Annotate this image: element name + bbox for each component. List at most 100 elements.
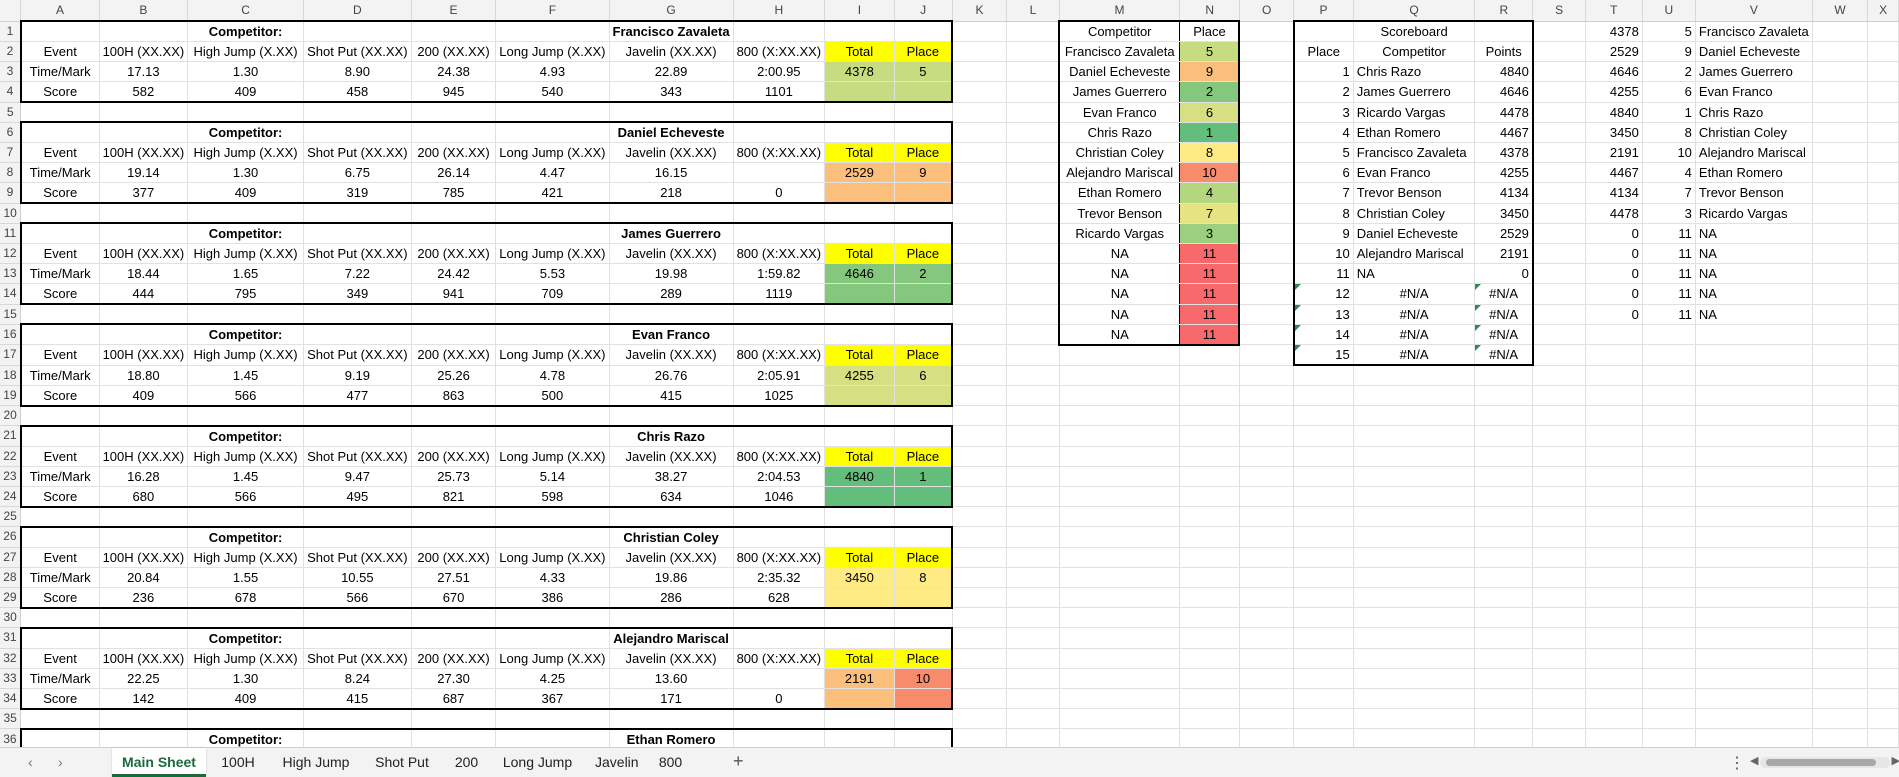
cell-q4[interactable]: James Guerrero [1353, 81, 1476, 103]
cell-s10[interactable] [1532, 203, 1586, 224]
cell-e13[interactable]: 24.42 [411, 263, 497, 284]
cell-a8[interactable]: Time/Mark [19, 162, 100, 183]
cell-b22[interactable]: 100H (XX.XX) [99, 446, 189, 467]
cell-q19[interactable] [1353, 385, 1476, 406]
cell-i13[interactable]: 4646 [824, 263, 895, 284]
cell-f15[interactable] [495, 304, 610, 325]
cell-b11[interactable] [99, 222, 189, 244]
row-header[interactable]: 34 [0, 688, 22, 709]
cell-r2[interactable]: Points [1474, 41, 1534, 62]
cell-r20[interactable] [1474, 405, 1534, 426]
cell-o24[interactable] [1239, 486, 1295, 507]
cell-u30[interactable] [1642, 607, 1696, 628]
cell-l13[interactable] [1006, 263, 1060, 284]
cell-t9[interactable]: 4134 [1585, 182, 1643, 204]
cell-b14[interactable]: 444 [99, 283, 189, 305]
cell-v18[interactable] [1695, 365, 1813, 386]
cell-b4[interactable]: 582 [99, 81, 189, 103]
cell-n13[interactable]: 11 [1179, 263, 1241, 284]
cell-u2[interactable]: 9 [1642, 41, 1696, 62]
cell-p21[interactable] [1293, 425, 1354, 447]
cell-e24[interactable]: 821 [411, 486, 497, 508]
cell-d18[interactable]: 9.19 [303, 365, 412, 386]
cell-u6[interactable]: 8 [1642, 122, 1696, 143]
cell-s26[interactable] [1532, 526, 1586, 548]
cell-k6[interactable] [952, 122, 1008, 143]
cell-j5[interactable] [894, 102, 953, 123]
cell-f31[interactable] [495, 626, 610, 649]
cell-h35[interactable] [733, 708, 826, 729]
cell-w32[interactable] [1812, 648, 1869, 669]
cell-t13[interactable]: 0 [1585, 263, 1643, 284]
cell-i12[interactable]: Total [824, 243, 895, 264]
cell-p13[interactable]: 11 [1292, 263, 1354, 284]
cell-w11[interactable] [1812, 223, 1869, 244]
cell-n9[interactable]: 4 [1179, 182, 1241, 204]
cell-k13[interactable] [952, 263, 1008, 284]
cell-n24[interactable] [1179, 486, 1240, 507]
cell-t11[interactable]: 0 [1585, 223, 1643, 244]
cell-r10[interactable]: 3450 [1474, 202, 1534, 224]
cell-c9[interactable]: 409 [187, 182, 304, 204]
cell-o19[interactable] [1239, 385, 1295, 406]
cell-a23[interactable]: Time/Mark [19, 466, 100, 487]
cell-r25[interactable] [1474, 506, 1534, 527]
cell-k7[interactable] [952, 142, 1008, 163]
cell-f22[interactable]: Long Jump (X.XX) [495, 446, 610, 467]
cell-i21[interactable] [824, 424, 895, 447]
cell-g8[interactable]: 16.15 [609, 162, 734, 183]
cell-f18[interactable]: 4.78 [495, 365, 610, 386]
cell-d36[interactable] [303, 727, 412, 747]
cell-k22[interactable] [952, 446, 1008, 467]
row-header[interactable]: 3 [0, 61, 22, 82]
cell-q6[interactable]: Ethan Romero [1353, 121, 1476, 143]
cell-l30[interactable] [1006, 607, 1060, 628]
cell-o15[interactable] [1239, 304, 1295, 325]
cell-t31[interactable] [1585, 627, 1643, 649]
cell-g34[interactable]: 171 [609, 688, 734, 710]
cell-a34[interactable]: Score [19, 688, 100, 710]
cell-q10[interactable]: Christian Coley [1353, 202, 1476, 224]
cell-m11[interactable]: Ricardo Vargas [1058, 223, 1181, 244]
cell-r30[interactable] [1474, 607, 1534, 628]
column-header-n[interactable]: N [1179, 0, 1240, 22]
cell-v24[interactable] [1695, 486, 1813, 507]
cell-b17[interactable]: 100H (XX.XX) [99, 344, 189, 366]
cell-l10[interactable] [1006, 203, 1060, 224]
cell-p1[interactable] [1292, 20, 1354, 42]
cell-o6[interactable] [1239, 122, 1295, 143]
cell-u10[interactable]: 3 [1642, 203, 1696, 224]
cell-u16[interactable] [1642, 324, 1696, 345]
cell-v7[interactable]: Alejandro Mariscal [1695, 142, 1813, 163]
cell-d34[interactable]: 415 [303, 688, 412, 710]
cell-n15[interactable]: 11 [1179, 304, 1241, 325]
cell-v19[interactable] [1695, 385, 1813, 406]
cell-r34[interactable] [1474, 688, 1534, 709]
cell-h13[interactable]: 1:59.82 [733, 263, 826, 284]
cell-c16[interactable]: Competitor: [187, 323, 304, 345]
cell-x34[interactable] [1867, 688, 1899, 709]
cell-w6[interactable] [1812, 122, 1869, 143]
cell-q7[interactable]: Francisco Zavaleta [1353, 142, 1476, 163]
cell-n2[interactable]: 5 [1179, 41, 1241, 62]
cell-f7[interactable]: Long Jump (X.XX) [495, 142, 610, 163]
cell-d10[interactable] [303, 203, 412, 224]
cell-n35[interactable] [1179, 708, 1240, 729]
cell-q8[interactable]: Evan Franco [1353, 162, 1476, 183]
cell-e36[interactable] [411, 727, 497, 747]
cell-c20[interactable] [187, 405, 304, 426]
cell-x5[interactable] [1867, 102, 1899, 123]
cell-j27[interactable]: Place [894, 547, 954, 568]
cell-i22[interactable]: Total [824, 446, 895, 467]
cell-u33[interactable] [1642, 668, 1696, 689]
cell-x1[interactable] [1867, 21, 1899, 42]
cell-d5[interactable] [303, 102, 412, 123]
cell-j14[interactable] [894, 283, 954, 305]
cell-l31[interactable] [1006, 627, 1060, 649]
cell-o28[interactable] [1239, 567, 1295, 588]
cell-f2[interactable]: Long Jump (X.XX) [495, 41, 610, 62]
cell-l23[interactable] [1006, 466, 1060, 487]
cell-w13[interactable] [1812, 263, 1869, 284]
cell-i27[interactable]: Total [824, 547, 895, 568]
cell-o36[interactable] [1239, 728, 1295, 747]
